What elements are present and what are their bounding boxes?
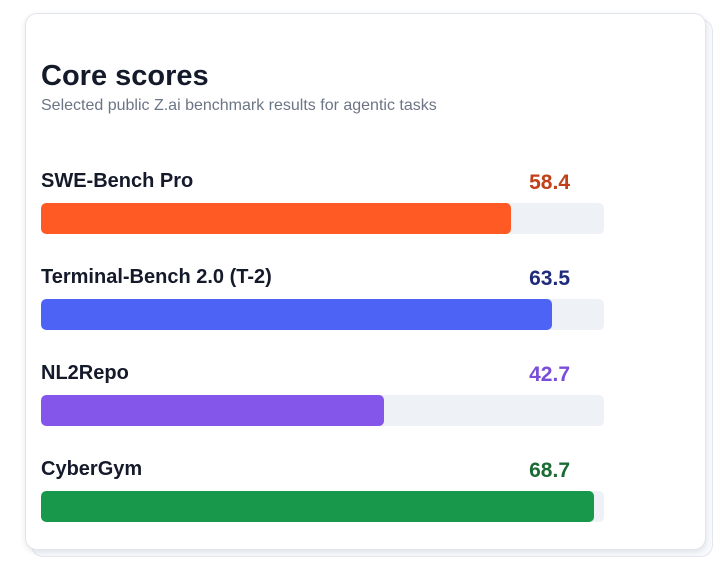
metric-label: Terminal-Bench 2.0 (T-2): [41, 266, 272, 288]
metric-value: 58.4: [529, 171, 570, 194]
bar-fill: [41, 203, 511, 234]
card-title: Core scores: [41, 60, 209, 92]
metric-terminal-bench: Terminal-Bench 2.0 (T-2) 63.5: [41, 265, 604, 345]
bar-track: [41, 491, 604, 522]
bar-track: [41, 395, 604, 426]
metric-value: 68.7: [529, 459, 570, 482]
metric-label: CyberGym: [41, 458, 143, 480]
metric-label: NL2Repo: [41, 362, 129, 384]
metric-label: SWE-Bench Pro: [41, 170, 194, 192]
core-scores-card: [25, 13, 706, 550]
bar-fill: [41, 491, 594, 522]
bar-fill: [41, 299, 552, 330]
bar-fill: [41, 395, 384, 426]
metric-cybergym: CyberGym 68.7: [41, 457, 604, 537]
metric-value: 63.5: [529, 267, 570, 290]
bar-track: [41, 203, 604, 234]
metric-nl2repo: NL2Repo 42.7: [41, 361, 604, 441]
card-subtitle: Selected public Z.ai benchmark results f…: [41, 97, 437, 114]
bar-track: [41, 299, 604, 330]
metric-value: 42.7: [529, 363, 570, 386]
metric-swe-bench-pro: SWE-Bench Pro 58.4: [41, 169, 604, 249]
